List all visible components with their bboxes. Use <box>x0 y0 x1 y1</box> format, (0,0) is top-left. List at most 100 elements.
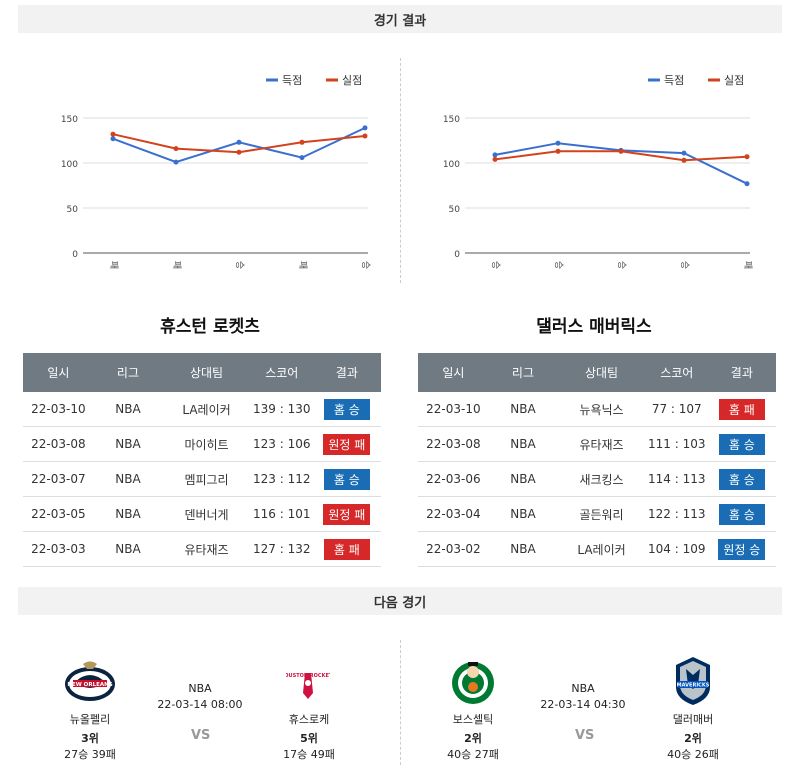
table-header-row: 일시 리그 상대팀 스코어 결과 <box>23 353 381 392</box>
data-point <box>299 155 305 161</box>
opponent-cell: 뉴욕닉스 <box>557 392 646 427</box>
data-point <box>362 125 368 131</box>
result-badge: 원정 패 <box>323 503 371 525</box>
result-badge: 홈 패 <box>323 538 370 560</box>
data-point <box>555 140 561 146</box>
data-point <box>681 150 687 156</box>
x-tick-label: 승 <box>616 261 627 269</box>
date-cell: 22-03-08 <box>418 426 489 462</box>
opponent-cell: LA레이커 <box>557 531 646 567</box>
team-title-dallas: 댈러스 매버릭스 <box>536 317 652 337</box>
league-cell: NBA <box>488 531 558 567</box>
match-datetime: 22-03-14 08:00 <box>157 698 243 711</box>
y-tick-label: 50 <box>67 205 79 215</box>
y-tick-label: 100 <box>443 160 460 170</box>
data-point <box>299 139 305 145</box>
league-cell: NBA <box>488 496 558 532</box>
y-tick-label: 150 <box>61 115 78 125</box>
next2-home[interactable]: 보스셀틱 2위 40승 27패 <box>433 711 513 762</box>
opponent-cell: 유타재즈 <box>557 426 646 462</box>
dallas-line-chart: 득점 실점 0 50 100 150 승 승 승 승 패 <box>443 74 753 269</box>
result-badge: 원정 패 <box>323 433 371 455</box>
svg-text:MAVERICKS: MAVERICKS <box>677 683 710 689</box>
team-name: 댈러매버 <box>672 713 714 726</box>
data-point <box>236 149 242 155</box>
table-row: 22-03-10 NBA 뉴욕닉스 77 : 107 홈 패 <box>418 392 776 427</box>
x-tick-label: 승 <box>234 261 245 269</box>
legend-label: 득점 <box>282 74 302 87</box>
opponent-cell: 골든워리 <box>557 496 646 532</box>
table-row: 22-03-08 NBA 마이히트 123 : 106 원정 패 <box>23 426 381 462</box>
celtics-logo-icon <box>452 662 494 704</box>
score-cell: 114 : 113 <box>645 461 708 497</box>
dallas-games-table: 일시 리그 상대팀 스코어 결과 22-03-10 NBA 뉴욕닉스 77 : 107… <box>418 353 776 567</box>
result-badge: 홈 패 <box>718 398 765 420</box>
league-cell: NBA <box>488 461 558 497</box>
score-cell: 116 : 101 <box>250 496 313 532</box>
x-tick-label: 패 <box>171 261 182 269</box>
data-point <box>110 136 116 142</box>
data-point <box>492 152 498 158</box>
table-row: 22-03-10 NBA LA레이커 139 : 130 홈 승 <box>23 392 381 427</box>
score-cell: 127 : 132 <box>250 531 313 567</box>
vs-label: VS <box>575 728 595 743</box>
next1-away[interactable]: 휴스로케 5위 17승 49패 <box>264 711 354 762</box>
result-cell: 원정 패 <box>312 496 381 532</box>
result-cell: 홈 승 <box>312 392 381 427</box>
score-cell: 77 : 107 <box>645 392 708 427</box>
result-badge: 홈 승 <box>718 433 765 455</box>
opponent-cell: 마이히트 <box>162 426 251 462</box>
data-point <box>744 154 750 160</box>
date-cell: 22-03-03 <box>23 531 94 567</box>
result-cell: 원정 승 <box>707 531 776 567</box>
data-point <box>173 159 179 165</box>
opponent-cell: 멤피그리 <box>162 461 251 497</box>
series-line-0 <box>112 126 366 164</box>
date-cell: 22-03-04 <box>418 496 489 532</box>
table-row: 22-03-02 NBA LA레이커 104 : 109 원정 승 <box>418 531 776 567</box>
date-cell: 22-03-02 <box>418 531 489 567</box>
result-cell: 홈 승 <box>707 461 776 497</box>
team-rank: 2위 <box>464 732 482 745</box>
result-cell: 홈 패 <box>312 531 381 567</box>
legend-label: 득점 <box>664 74 684 87</box>
score-cell: 111 : 103 <box>645 426 708 462</box>
legend-label: 실점 <box>342 74 362 87</box>
x-tick-label: 승 <box>553 261 564 269</box>
date-cell: 22-03-10 <box>23 392 94 427</box>
vs-label: VS <box>191 728 211 743</box>
x-tick-label: 패 <box>108 261 119 269</box>
next1-home[interactable]: 뉴올펠리 3위 27승 39패 <box>50 711 130 762</box>
data-point <box>555 148 561 154</box>
date-cell: 22-03-06 <box>418 461 489 497</box>
col-opponent: 상대팀 <box>557 353 646 392</box>
team-name: 휴스로케 <box>288 713 330 726</box>
data-point <box>236 139 242 145</box>
chart-divider <box>400 58 401 283</box>
next2-away[interactable]: 댈러매버 2위 40승 26패 <box>653 711 733 762</box>
next-divider <box>400 640 401 765</box>
result-badge: 홈 승 <box>718 503 765 525</box>
dallas-chart: 득점 실점 0 50 100 150 승 승 승 승 패 <box>400 58 780 283</box>
table-header-row: 일시 리그 상대팀 스코어 결과 <box>418 353 776 392</box>
result-cell: 홈 승 <box>707 426 776 462</box>
team-record: 40승 26패 <box>667 748 719 761</box>
col-score: 스코어 <box>250 353 313 392</box>
col-result: 결과 <box>312 353 381 392</box>
col-date: 일시 <box>23 353 94 392</box>
opponent-cell: 덴버너게 <box>162 496 251 532</box>
data-point <box>744 181 750 187</box>
league-label: NBA <box>188 682 212 695</box>
col-score: 스코어 <box>645 353 708 392</box>
col-league: 리그 <box>93 353 163 392</box>
y-tick-label: 150 <box>443 115 460 125</box>
team-title-houston: 휴스턴 로켓츠 <box>160 317 260 337</box>
table-row: 22-03-03 NBA 유타재즈 127 : 132 홈 패 <box>23 531 381 567</box>
match-datetime: 22-03-14 04:30 <box>540 698 626 711</box>
result-badge: 홈 승 <box>323 468 370 490</box>
table-row: 22-03-07 NBA 멤피그리 123 : 112 홈 승 <box>23 461 381 497</box>
y-tick-label: 0 <box>72 250 78 260</box>
pelicans-logo-icon: NEW ORLEANS <box>65 661 115 701</box>
score-cell: 123 : 106 <box>250 426 313 462</box>
next2-info: NBA 22-03-14 04:30 <box>533 682 633 711</box>
